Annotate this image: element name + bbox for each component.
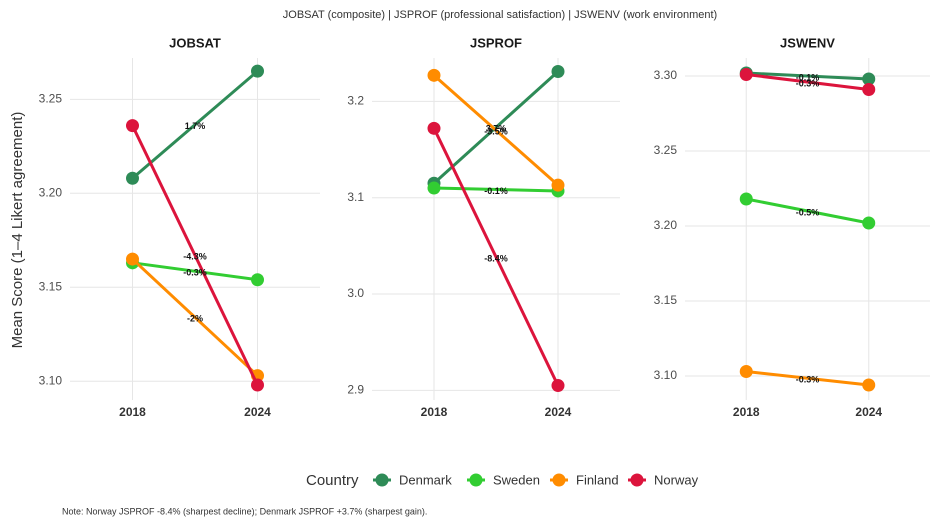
- series-line: [433, 74, 559, 187]
- point: [739, 192, 753, 206]
- series-line: [131, 257, 259, 377]
- point: [862, 378, 876, 392]
- series-line: [746, 73, 869, 91]
- series-line: [746, 370, 869, 387]
- point: [251, 64, 264, 78]
- y-tick-label: 3.0: [347, 286, 364, 300]
- note: Note: Norway JSPROF -8.4% (sharpest decl…: [62, 506, 427, 516]
- series-line: [132, 261, 258, 282]
- point: [126, 119, 139, 133]
- change-label: 3.7%: [486, 124, 507, 134]
- y-axis-label: Mean Score (1–4 Likert agreement): [9, 112, 26, 349]
- series-line: [432, 127, 560, 387]
- point: [862, 216, 876, 230]
- point: [126, 252, 139, 266]
- point: [739, 68, 753, 81]
- change-label: -0.5%: [796, 207, 820, 217]
- series-line: [131, 70, 259, 180]
- x-tick-label: 2018: [119, 405, 146, 419]
- point: [427, 68, 441, 82]
- change-label: -3.5%: [484, 127, 508, 137]
- y-tick-label: 3.10: [39, 373, 63, 387]
- y-tick-label: 3.20: [39, 185, 63, 199]
- legend-swatch: [375, 473, 389, 487]
- point: [739, 365, 753, 378]
- legend-swatch: [469, 473, 483, 487]
- y-tick-label: 3.2: [347, 94, 364, 108]
- y-tick-label: 3.25: [654, 143, 678, 157]
- legend-label: Sweden: [493, 472, 540, 487]
- y-tick-label: 3.10: [654, 368, 678, 382]
- panel-title: JSWENV: [780, 35, 835, 50]
- legend-title: Country: [306, 472, 359, 489]
- y-tick-label: 3.20: [654, 218, 678, 232]
- change-label: -0.3%: [183, 268, 207, 278]
- change-label: -4.3%: [183, 252, 207, 262]
- legend-swatch: [552, 473, 566, 487]
- x-tick-label: 2018: [733, 405, 760, 419]
- point: [862, 72, 876, 86]
- change-label: 1.7%: [185, 121, 206, 131]
- change-label: -0.1%: [796, 72, 820, 82]
- series-line: [746, 71, 869, 81]
- point: [427, 181, 441, 195]
- point: [251, 273, 264, 287]
- y-tick-label: 2.9: [347, 383, 364, 397]
- point: [862, 83, 876, 96]
- change-label: -0.3%: [796, 78, 820, 88]
- y-tick-label: 3.25: [39, 92, 63, 106]
- x-tick-label: 2024: [855, 405, 882, 419]
- point: [126, 171, 139, 185]
- series-line: [433, 186, 559, 193]
- point: [427, 121, 441, 135]
- point: [551, 178, 565, 192]
- y-tick-label: 3.1: [347, 190, 364, 204]
- y-tick-label: 3.30: [654, 68, 678, 82]
- change-label: -8.4%: [484, 253, 508, 263]
- y-tick-label: 3.15: [39, 279, 63, 293]
- legend-label: Denmark: [399, 472, 452, 487]
- x-tick-label: 2024: [545, 405, 572, 419]
- change-label: -0.3%: [796, 375, 820, 385]
- point: [551, 379, 565, 393]
- panel-title: JOBSAT: [169, 35, 221, 50]
- y-tick-label: 3.15: [654, 293, 678, 307]
- legend-label: Norway: [654, 472, 699, 487]
- legend-swatch: [630, 473, 644, 487]
- change-label: -0.1%: [484, 186, 508, 196]
- x-tick-label: 2024: [244, 405, 271, 419]
- point: [251, 378, 264, 392]
- series-line: [745, 197, 870, 225]
- panel-title: JSPROF: [470, 35, 522, 50]
- figure-title: JOBSAT (composite) | JSPROF (professiona…: [283, 9, 717, 21]
- series-line: [432, 70, 560, 185]
- series-line: [131, 124, 259, 386]
- legend-label: Finland: [576, 472, 619, 487]
- change-label: -2%: [187, 314, 203, 324]
- point: [551, 64, 565, 78]
- x-tick-label: 2018: [421, 405, 448, 419]
